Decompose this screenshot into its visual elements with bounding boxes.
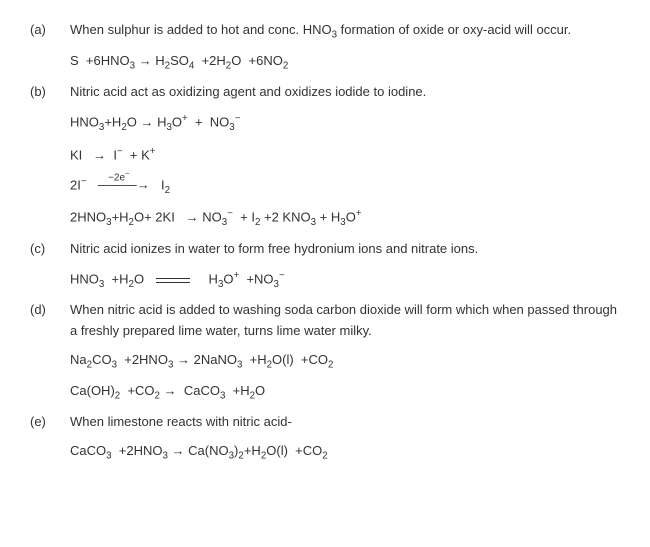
- equation-b2: KI → I− + K+: [70, 144, 620, 166]
- item-text-c: Nitric acid ionizes in water to form fre…: [70, 239, 620, 260]
- item-label-b: (b): [30, 82, 70, 103]
- item-text-d: When nitric acid is added to washing sod…: [70, 300, 620, 342]
- equation-e1: CaCO3 +2HNO3 → Ca(NO3)2+H2O(l) +CO2: [70, 441, 620, 464]
- item-label-a: (a): [30, 20, 70, 43]
- item-label-c: (c): [30, 239, 70, 260]
- item-text-b: Nitric acid act as oxidizing agent and o…: [70, 82, 620, 103]
- equation-d2: Ca(OH)2 +CO2 → CaCO3 +H2O: [70, 381, 620, 404]
- item-text-a: When sulphur is added to hot and conc. H…: [70, 20, 620, 43]
- equation-c1: HNO3 +H2O H3O+ +NO3−: [70, 268, 620, 293]
- item-label-e: (e): [30, 412, 70, 433]
- equation-b1: HNO3+H2O → H3O+ + NO3−: [70, 111, 620, 136]
- equation-d1: Na2CO3 +2HNO3 → 2NaNO3 +H2O(l) +CO2: [70, 350, 620, 373]
- equation-b3: 2I− −2e−———→ I2: [70, 174, 620, 199]
- equation-a1: S +6HNO3 → H2SO4 +2H2O +6NO2: [70, 51, 620, 74]
- item-label-d: (d): [30, 300, 70, 342]
- item-text-e: When limestone reacts with nitric acid-: [70, 412, 620, 433]
- equation-b4: 2HNO3+H2O+ 2KI → NO3− + I2 +2 KNO3 + H3O…: [70, 206, 620, 231]
